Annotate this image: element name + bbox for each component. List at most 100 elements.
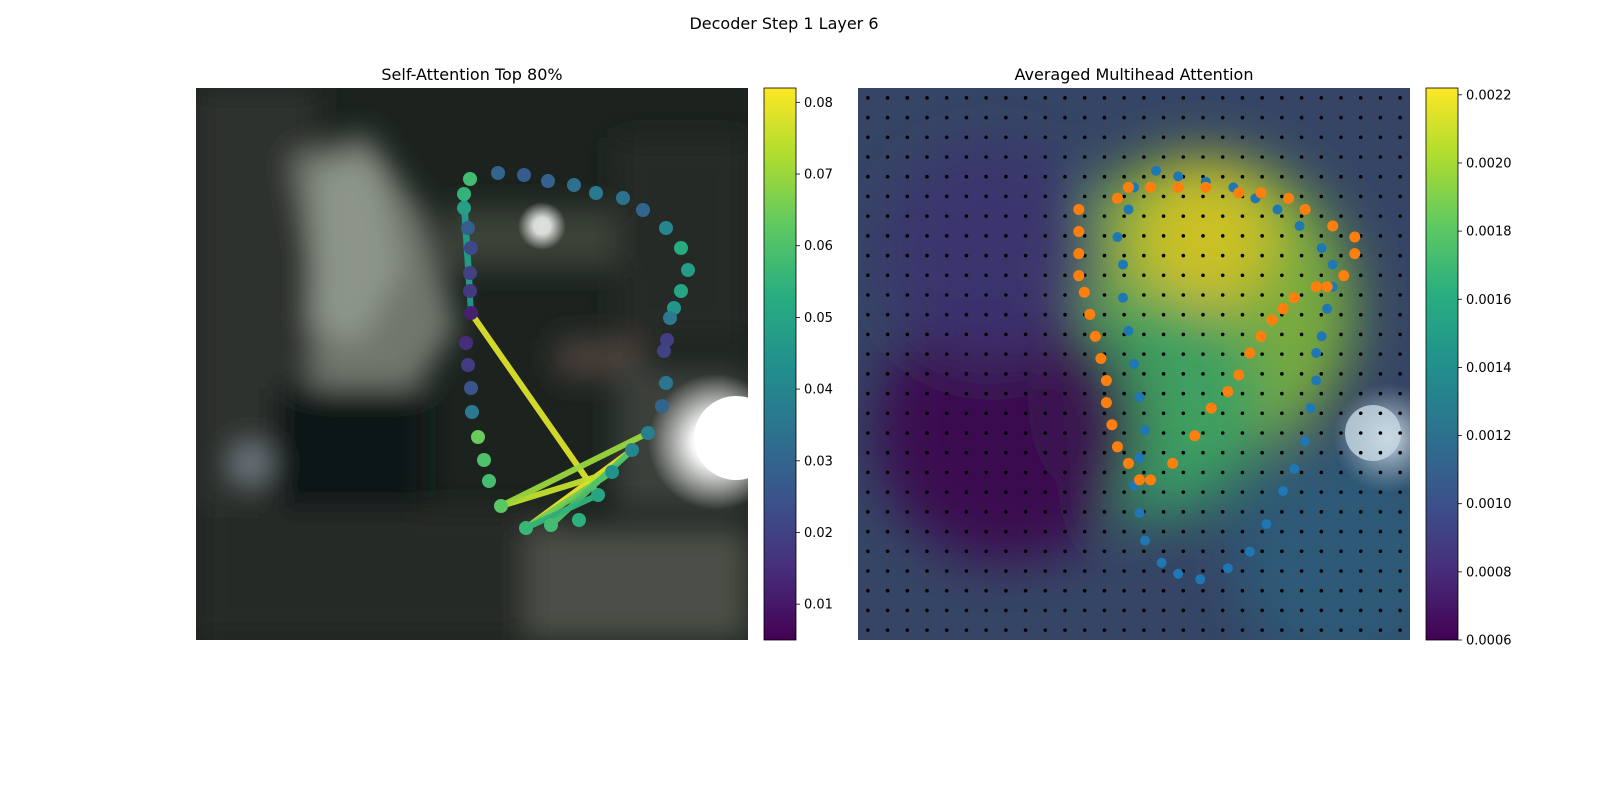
grid-dot [944, 431, 949, 435]
grid-dot [964, 352, 969, 356]
grid-dot [925, 96, 929, 100]
grid-dot [925, 253, 929, 258]
grid-dot [1181, 411, 1186, 416]
grid-dot [964, 411, 969, 416]
grid-dot [866, 135, 870, 140]
grid-dot [1043, 569, 1048, 573]
grid-dot [1023, 372, 1028, 376]
grid-dot [1063, 588, 1067, 593]
grid-dot [984, 253, 988, 258]
predicted-keypoint [1289, 463, 1300, 474]
grid-dot [1023, 234, 1028, 238]
colorbar-tick-label: 0.02 [804, 526, 833, 541]
grid-dot [1142, 372, 1146, 376]
grid-dot [1023, 608, 1028, 613]
grid-dot [1161, 411, 1166, 416]
grid-dot [1122, 194, 1126, 199]
grid-dot [1201, 312, 1205, 317]
grid-dot [964, 490, 969, 494]
grid-dot [1260, 391, 1264, 396]
grid-dot [1260, 293, 1264, 297]
grid-dot [1358, 608, 1363, 613]
grid-dot [1358, 115, 1363, 120]
grid-dot [1339, 608, 1343, 613]
keypoint [636, 203, 650, 217]
keypoint [572, 513, 586, 527]
grid-dot [964, 588, 969, 593]
grid-dot [1023, 273, 1028, 278]
grid-dot [1181, 490, 1186, 494]
grid-dot [1043, 411, 1048, 416]
grid-dot [1063, 490, 1067, 494]
target-keypoint [1078, 286, 1090, 298]
grid-dot [1319, 96, 1324, 100]
grid-dot [1142, 234, 1146, 238]
colorbar-tick-label: 0.04 [804, 383, 833, 398]
grid-dot [905, 273, 910, 278]
grid-dot [1378, 174, 1383, 179]
grid-dot [944, 194, 949, 199]
predicted-keypoint [1151, 165, 1162, 176]
predicted-keypoint [1311, 375, 1322, 386]
grid-dot [925, 569, 929, 573]
grid-dot [1260, 174, 1264, 179]
grid-dot [1378, 529, 1383, 534]
grid-dot [1280, 431, 1284, 435]
grid-dot [1082, 549, 1087, 554]
grid-dot [1043, 332, 1048, 337]
predicted-keypoint [1311, 347, 1322, 358]
predicted-keypoint [1134, 508, 1145, 519]
grid-dot [1043, 115, 1048, 120]
grid-dot [964, 214, 969, 218]
grid-dot [1122, 174, 1126, 179]
grid-dot [1161, 253, 1166, 258]
target-keypoint [1122, 181, 1134, 193]
grid-dot [1122, 490, 1126, 494]
grid-dot [1398, 450, 1402, 455]
grid-dot [1378, 332, 1383, 337]
keypoint [657, 344, 671, 358]
grid-dot [866, 549, 870, 554]
grid-dot [1280, 391, 1284, 396]
colorbar-tick-label: 0.0016 [1466, 293, 1512, 308]
grid-dot [1358, 529, 1363, 534]
keypoint [591, 488, 605, 502]
grid-dot [905, 608, 910, 613]
grid-dot [1280, 372, 1284, 376]
grid-dot [1142, 115, 1146, 120]
grid-dot [885, 490, 890, 494]
grid-dot [1378, 135, 1383, 140]
grid-dot [1260, 470, 1264, 475]
heat-blob [874, 297, 1140, 563]
grid-dot [1358, 411, 1363, 416]
predicted-keypoint [1134, 392, 1145, 403]
colorbar-tick-label: 0.05 [804, 311, 833, 326]
grid-dot [1280, 628, 1284, 632]
predicted-keypoint [1322, 303, 1333, 314]
grid-dot [1023, 549, 1028, 554]
grid-dot [1398, 470, 1402, 475]
grid-dot [866, 332, 870, 337]
grid-dot [1063, 510, 1067, 514]
grid-dot [1181, 352, 1186, 356]
grid-dot [1043, 549, 1048, 554]
grid-dot [1004, 332, 1008, 337]
grid-dot [1398, 391, 1402, 396]
grid-dot [1398, 115, 1402, 120]
grid-dot [1043, 96, 1048, 100]
multihead-attention-image-area [858, 88, 1410, 640]
grid-dot [1063, 411, 1067, 416]
grid-dot [1161, 234, 1166, 238]
grid-dot [1319, 411, 1324, 416]
grid-dot [964, 510, 969, 514]
attention-line [523, 492, 601, 531]
grid-dot [1201, 155, 1205, 159]
grid-dot [925, 431, 929, 435]
grid-dot [1102, 273, 1107, 278]
grid-dot [1378, 234, 1383, 238]
grid-dot [1398, 411, 1402, 416]
grid-dot [1161, 312, 1166, 317]
grid-dot [1319, 529, 1324, 534]
grid-dot [964, 391, 969, 396]
grid-dot [1280, 569, 1284, 573]
